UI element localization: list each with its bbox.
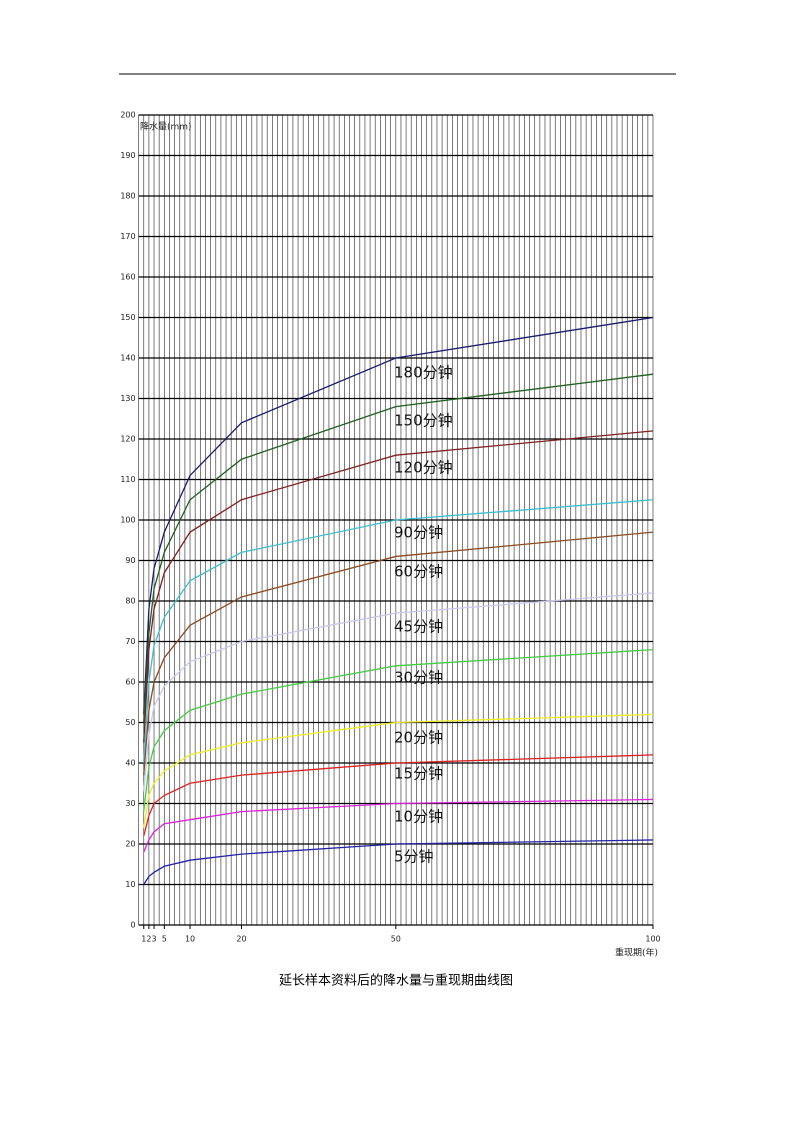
series-label: 150分钟 (394, 412, 453, 430)
y-tick-label: 100 (120, 516, 135, 525)
series-line (143, 592, 654, 792)
y-tick-label: 120 (120, 435, 135, 444)
series-label: 180分钟 (394, 364, 453, 382)
y-axis-title: 降水量(mm) (140, 121, 192, 133)
y-tick-label: 110 (120, 475, 135, 484)
series-line (143, 713, 654, 828)
series-label: 10分钟 (394, 808, 443, 826)
x-tick-label: 3 (151, 935, 156, 944)
series-line (143, 839, 654, 885)
y-tick-label: 160 (120, 273, 135, 282)
y-tick-label: 50 (125, 718, 135, 727)
y-tick-label: 60 (125, 678, 135, 687)
x-tick-label: 20 (236, 935, 246, 944)
series-label: 5分钟 (394, 848, 434, 866)
y-tick-label: 190 (120, 151, 135, 160)
x-tick-label: 1 (141, 935, 146, 944)
series-label: 30分钟 (394, 669, 443, 687)
series-line (143, 316, 654, 715)
series-line (143, 798, 654, 853)
series-line (143, 531, 654, 776)
y-tick-label: 80 (125, 597, 135, 606)
y-tick-label: 130 (120, 394, 135, 403)
y-tick-label: 10 (125, 880, 135, 889)
y-tick-label: 170 (120, 232, 135, 241)
y-tick-label: 90 (125, 556, 135, 565)
series-line (143, 373, 654, 723)
y-tick-label: 200 (120, 111, 135, 120)
x-axis-title: 重现期(年) (615, 947, 658, 959)
x-tick-label: 5 (162, 935, 167, 944)
x-tick-label: 100 (645, 935, 660, 944)
y-tick-label: 20 (125, 840, 135, 849)
series-label: 90分钟 (394, 524, 443, 542)
series-line (143, 430, 654, 743)
y-tick-label: 30 (125, 799, 135, 808)
series-line (143, 499, 654, 764)
series-label: 15分钟 (394, 765, 443, 783)
x-tick-label: 10 (185, 935, 195, 944)
x-tick-label: 50 (391, 935, 401, 944)
series-label: 45分钟 (394, 618, 443, 636)
x-tick-label: 2 (146, 935, 151, 944)
y-tick-label: 40 (125, 759, 135, 768)
caption: 延长样本资料后的降水量与重现期曲线图 (279, 973, 513, 989)
series-label: 20分钟 (394, 729, 443, 747)
series-line (143, 754, 654, 837)
y-tick-label: 150 (120, 313, 135, 322)
y-tick-label: 140 (120, 354, 135, 363)
y-tick-label: 0 (131, 921, 136, 930)
series-line (143, 648, 654, 812)
y-tick-label: 70 (125, 637, 135, 646)
series-label: 120分钟 (394, 459, 453, 477)
y-tick-label: 180 (120, 192, 135, 201)
series-label: 60分钟 (394, 563, 443, 581)
